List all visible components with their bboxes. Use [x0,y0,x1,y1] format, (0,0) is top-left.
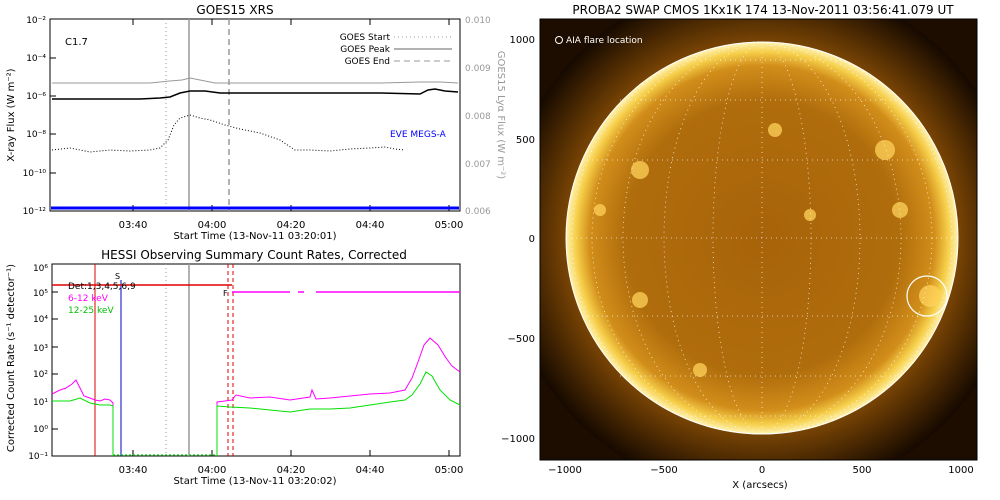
hessi-ylabel: Corrected Count Rate (s⁻¹ detector⁻¹) [6,264,17,452]
goes-ytick-label: 10⁻⁸ [26,130,46,140]
hessi-6-12kev-curve-2 [216,337,461,456]
goes-xtick-label: 05:00 [435,220,464,231]
hessi-marker-s: S [115,272,120,281]
hessi-ytick-label: 10¹ [33,398,48,408]
hessi-xtick-label: 04:40 [356,465,385,476]
goes-xtick-label: 03:40 [119,220,148,231]
goes-xtick-label: 04:00 [198,220,227,231]
hessi-xticks: 03:40 04:00 04:20 04:40 05:00 [119,465,464,476]
hessi-yticks: 10⁶ 10⁵ 10⁴ 10³ 10² 10¹ 10⁰ 10⁻¹ [28,264,48,462]
hessi-legend-12-25kev: 12-25 keV [68,306,114,316]
goes-xtick-label: 04:20 [277,220,306,231]
hessi-tick-marks [52,291,450,456]
goes-ytick-label: 10⁻¹⁰ [23,169,47,179]
goes-xlabel: Start Time (13-Nov-11 03:20:01) [173,231,336,242]
swap-yticks: 1000 500 0 −500 −1000 [501,35,535,445]
goes-legend-start: GOES Start [340,33,391,43]
swap-ytick-label: −500 [508,334,535,345]
goes-ytick-label: 10⁻⁴ [26,54,46,64]
goes-ytick-right-label: 0.008 [465,112,491,122]
swap-ytick-label: 1000 [510,35,535,46]
swap-ytick-label: 0 [529,234,535,245]
hessi-xtick-label: 04:20 [277,465,306,476]
hessi-plot-frame [51,263,461,457]
goes-class-label: C1.7 [65,37,88,48]
goes-legend-peak: GOES Peak [340,45,390,55]
hessi-marker-f: F [223,289,228,298]
goes-plot-frame [49,18,461,212]
hessi-12-25kev-curve [52,397,114,456]
hessi-legend: Det:1,3,4,5,6,9 6-12 keV 12-25 keV [68,282,136,316]
goes-ytick-right-label: 0.007 [465,160,491,170]
swap-limb-circle [565,41,959,435]
swap-aia-flare-circle [906,275,948,317]
swap-xtick-label: 1000 [948,465,973,476]
hessi-title: HESSI Observing Summary Count Rates, Cor… [101,248,407,262]
hessi-ytick-label: 10⁵ [33,289,48,299]
hessi-xtick-label: 04:00 [198,465,227,476]
hessi-legend-det: Det:1,3,4,5,6,9 [68,282,136,292]
hessi-ytick-label: 10⁰ [33,425,48,435]
goes-xticks: 03:40 04:00 04:20 04:40 05:00 [119,220,464,231]
hessi-ytick-label: 10⁴ [33,315,48,325]
swap-xticks: −1000 −500 0 500 1000 [548,465,974,476]
hessi-legend-6-12kev: 6-12 keV [68,294,109,304]
swap-active-regions [594,123,941,377]
goes-yticks-right: 0.010 0.009 0.008 0.007 0.006 [465,16,491,217]
goes-ytick-right-label: 0.006 [465,207,491,217]
goes-title: GOES15 XRS [196,3,273,17]
swap-legend-label: AIA flare location [566,36,643,46]
swap-title: PROBA2 SWAP CMOS 1Kx1K 174 13-Nov-2011 0… [572,3,954,17]
swap-legend-symbol [555,36,563,44]
hessi-xtick-label: 05:00 [435,465,464,476]
hessi-ytick-label: 10⁻¹ [28,452,48,462]
swap-ytick-label: 500 [516,135,535,146]
goes-ytick-label: 10⁻⁶ [26,92,46,102]
goes-legend: GOES Start GOES Peak GOES End [340,33,452,67]
hessi-xlabel: Start Time (13-Nov-11 03:20:02) [173,476,336,487]
hessi-12-25kev-curve-2 [216,371,461,456]
swap-ytick-label: −1000 [501,434,535,445]
hessi-ytick-label: 10⁶ [33,264,48,274]
goes-short-curve [51,114,406,153]
goes-xtick-label: 04:40 [356,220,385,231]
hessi-ytick-label: 10³ [33,344,48,354]
goes-yticks-left: 10⁻² 10⁻⁴ 10⁻⁶ 10⁻⁸ 10⁻¹⁰ 10⁻¹² [23,16,47,217]
hessi-6-12kev-curve [51,379,114,456]
goes-ytick-label: 10⁻² [26,16,46,26]
goes-ytick-label: 10⁻¹² [23,207,47,217]
swap-xtick-label: −500 [650,465,677,476]
swap-panel: PROBA2 SWAP CMOS 1Kx1K 174 13-Nov-2011 0… [501,3,978,491]
swap-xtick-label: 500 [852,465,871,476]
swap-xtick-label: −1000 [548,465,582,476]
goes-ytick-right-label: 0.009 [465,64,491,74]
hessi-ytick-label: 10² [33,370,48,380]
swap-xtick-label: 0 [759,465,765,476]
swap-plot-frame [539,18,978,461]
goes-ylabel-right: GOES15 Lyα Flux (W m⁻²) [495,51,506,179]
swap-xlabel: X (arcsecs) [732,480,788,491]
goes-eve-label: EVE MEGS-A [390,130,447,140]
goes-legend-end: GOES End [345,57,390,67]
goes-ylabel-left: X-ray Flux (W m⁻²) [6,68,17,161]
goes-ytick-right-label: 0.010 [465,16,491,26]
goes-lya-curve [52,77,459,84]
goes-long-curve [52,88,459,100]
goes-panel: GOES15 XRS C1.7 X-ray Flux (W m⁻²) GOES1… [6,3,506,242]
hessi-xtick-label: 03:40 [119,465,148,476]
hessi-panel: HESSI Observing Summary Count Rates, Cor… [6,248,463,487]
